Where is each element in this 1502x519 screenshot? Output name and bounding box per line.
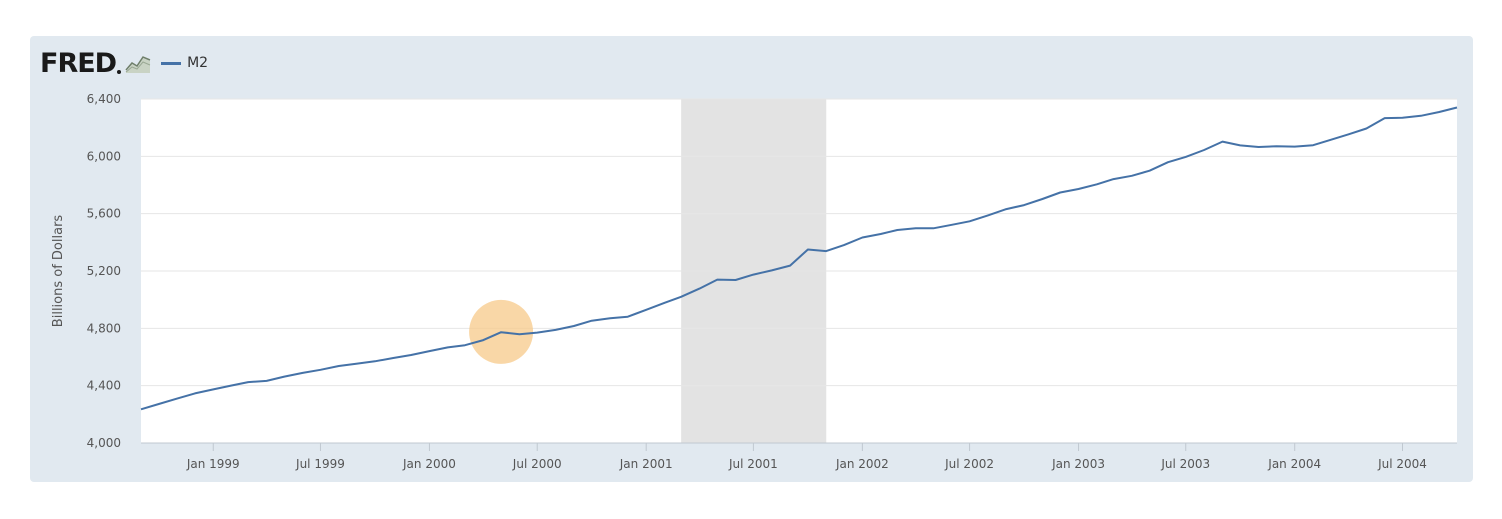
x-tick-label: Jan 2000 [402, 457, 456, 471]
y-axis-title: Billions of Dollars [51, 215, 66, 328]
series-line-m2 [140, 106, 1458, 411]
chart-header: FRED M2 [40, 46, 208, 80]
x-tick-label: Jan 2001 [619, 457, 673, 471]
x-tick-label: Jan 2002 [835, 457, 889, 471]
x-tick-label: Jul 2000 [512, 457, 562, 471]
x-tick-label: Jul 2001 [728, 457, 778, 471]
legend[interactable]: M2 [161, 55, 208, 71]
fred-logo[interactable]: FRED [40, 50, 122, 77]
x-tick-label: Jul 2004 [1377, 457, 1427, 471]
legend-label: M2 [187, 55, 209, 71]
x-tick-label: Jan 1999 [186, 457, 240, 471]
y-tick-label: 6,000 [87, 149, 121, 163]
x-tick-label: Jul 2002 [944, 457, 994, 471]
legend-swatch [161, 61, 182, 65]
x-tick-label: Jul 1999 [295, 457, 345, 471]
y-tick-label: 6,400 [87, 92, 121, 106]
chart-line-icon [125, 52, 152, 74]
x-tick-label: Jul 2003 [1160, 457, 1210, 471]
x-tick-label: Jan 2003 [1051, 457, 1105, 471]
x-tick-label: Jan 2004 [1267, 457, 1321, 471]
y-tick-label: 4,400 [87, 379, 121, 393]
y-tick-label: 5,200 [87, 264, 121, 278]
y-tick-label: 4,000 [87, 436, 121, 450]
y-tick-label: 5,600 [87, 207, 121, 221]
y-tick-label: 4,800 [87, 321, 121, 335]
